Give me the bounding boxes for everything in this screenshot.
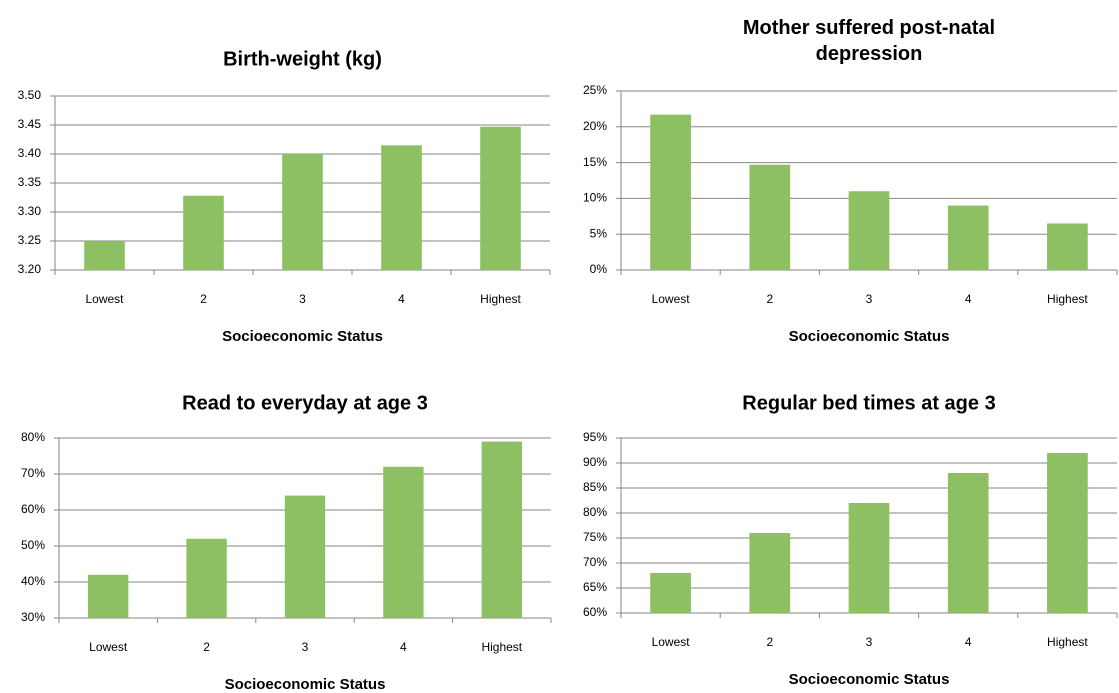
- bar: [481, 441, 522, 618]
- y-tick-label: 85%: [583, 480, 607, 494]
- bar: [749, 164, 791, 270]
- chart-title: Regular bed times at age 3: [742, 392, 995, 414]
- bar: [88, 574, 129, 618]
- y-tick-label: 3.20: [18, 262, 42, 276]
- chart-title: Read to everyday at age 3: [182, 392, 428, 414]
- x-axis-label: Socioeconomic Status: [222, 328, 383, 345]
- bar: [183, 195, 224, 270]
- bar: [186, 538, 227, 618]
- x-axis-label: Socioeconomic Status: [225, 676, 386, 693]
- x-tick-label: Highest: [481, 640, 522, 654]
- x-tick-label: 4: [398, 292, 405, 306]
- x-tick-label: Highest: [1047, 635, 1088, 649]
- y-tick-label: 60%: [583, 605, 607, 619]
- x-tick-label: 4: [400, 640, 407, 654]
- y-tick-label: 70%: [583, 555, 607, 569]
- x-axis-label: Socioeconomic Status: [789, 328, 950, 345]
- bar: [383, 466, 424, 618]
- chart-title: Birth-weight (kg): [223, 48, 382, 70]
- x-tick-label: Lowest: [85, 292, 124, 306]
- y-tick-label: 15%: [583, 155, 607, 169]
- y-tick-label: 90%: [583, 455, 607, 469]
- bar: [650, 114, 691, 271]
- bar: [284, 495, 326, 618]
- x-tick-label: 4: [965, 292, 972, 306]
- x-tick-label: 2: [203, 640, 210, 654]
- x-tick-label: Lowest: [89, 640, 128, 654]
- y-tick-label: 0%: [590, 262, 608, 276]
- bar: [381, 145, 422, 270]
- x-tick-label: Lowest: [652, 292, 691, 306]
- y-tick-label: 80%: [583, 505, 607, 519]
- x-tick-label: 3: [299, 292, 306, 306]
- bar: [650, 573, 691, 613]
- chart-title: Mother suffered post-natal depression: [743, 17, 995, 65]
- x-tick-label: Highest: [1047, 292, 1088, 306]
- y-tick-label: 3.25: [18, 233, 42, 247]
- bar: [848, 191, 890, 270]
- x-tick-label: 3: [302, 640, 309, 654]
- x-tick-label: 2: [766, 635, 773, 649]
- y-tick-label: 3.35: [18, 175, 42, 189]
- bar: [848, 503, 890, 613]
- y-tick-label: 30%: [21, 610, 45, 624]
- y-tick-label: 60%: [21, 502, 45, 516]
- y-tick-label: 40%: [21, 574, 45, 588]
- bar: [84, 241, 125, 270]
- x-tick-label: 4: [965, 635, 972, 649]
- y-tick-label: 50%: [21, 538, 45, 552]
- bar: [1047, 453, 1088, 613]
- x-tick-label: Highest: [480, 292, 521, 306]
- y-tick-label: 75%: [583, 530, 607, 544]
- bar: [947, 205, 989, 270]
- y-tick-label: 80%: [21, 430, 45, 444]
- y-tick-label: 10%: [583, 191, 607, 205]
- y-tick-label: 3.50: [18, 88, 42, 102]
- y-tick-label: 5%: [590, 226, 608, 240]
- bar: [282, 154, 323, 270]
- x-tick-label: 2: [766, 292, 773, 306]
- x-tick-label: 3: [866, 292, 873, 306]
- y-tick-label: 3.30: [18, 204, 42, 218]
- bar: [1047, 223, 1088, 270]
- x-tick-label: 3: [866, 635, 873, 649]
- y-tick-label: 65%: [583, 580, 607, 594]
- bar: [480, 126, 521, 271]
- y-tick-label: 20%: [583, 119, 607, 133]
- x-axis-label: Socioeconomic Status: [789, 671, 950, 688]
- y-tick-label: 3.40: [18, 146, 42, 160]
- y-tick-label: 70%: [21, 466, 45, 480]
- y-tick-label: 95%: [583, 430, 607, 444]
- bar: [749, 533, 791, 613]
- bar: [947, 473, 989, 613]
- y-tick-label: 25%: [583, 83, 607, 97]
- y-tick-label: 3.45: [18, 117, 42, 131]
- x-tick-label: 2: [200, 292, 207, 306]
- x-tick-label: Lowest: [652, 635, 691, 649]
